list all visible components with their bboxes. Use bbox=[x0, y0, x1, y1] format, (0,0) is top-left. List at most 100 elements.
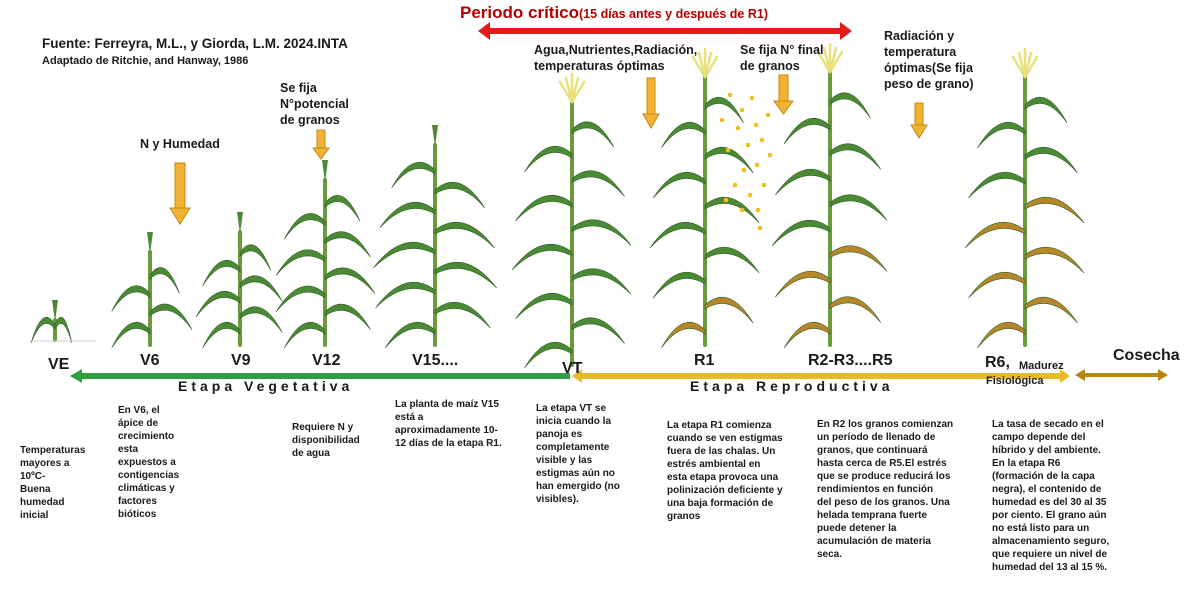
desc-line: inicial bbox=[20, 510, 49, 521]
pollen-dot bbox=[739, 207, 745, 213]
pollen-dot bbox=[747, 192, 753, 198]
plant-vt-leaf bbox=[524, 341, 573, 369]
plant-r6-tassel bbox=[1023, 55, 1039, 79]
plant-v9-whorl bbox=[237, 212, 243, 234]
desc-line: panoja es bbox=[536, 429, 583, 440]
desc-line: Requiere N y bbox=[292, 422, 354, 433]
desc-line: inicia cuando la bbox=[536, 416, 612, 427]
plant-vt-leaf bbox=[571, 268, 632, 295]
desc-line: Temperaturas bbox=[20, 445, 86, 456]
desc-line: polinización deficiente y bbox=[667, 485, 783, 496]
plant-r6-leaf bbox=[1024, 196, 1085, 224]
annotation-radiacion: Radiación y temperatura óptimas(Se fija … bbox=[884, 28, 974, 92]
plant-group bbox=[30, 42, 1085, 369]
stage-v6: V6 bbox=[140, 352, 160, 369]
annotation-se-fija-final: Se fija N° final de granos bbox=[740, 42, 824, 74]
desc-line: expuestos a bbox=[118, 457, 176, 468]
plant-r1-leaf bbox=[661, 121, 706, 149]
desc-line: En V6, el bbox=[118, 405, 160, 416]
desc-line: no está listo para un bbox=[992, 523, 1090, 534]
annotation-agua: Agua,Nutrientes,Radiación, temperaturas … bbox=[534, 42, 697, 74]
arrow-se-fija-final bbox=[773, 74, 794, 115]
pollen-dot bbox=[741, 167, 747, 173]
plant-r2-r5-leaf bbox=[829, 143, 882, 170]
desc-line: estigmas aún no bbox=[536, 468, 615, 479]
annotation-line: de granos bbox=[280, 113, 340, 127]
plant-v6-leaf bbox=[149, 267, 180, 294]
source-citation: Fuente: Ferreyra, M.L., y Giorda, L.M. 2… bbox=[42, 36, 348, 51]
stage-r1: R1 bbox=[694, 352, 715, 369]
stage-v9: V9 bbox=[231, 352, 251, 369]
arrow-n-humedad bbox=[169, 162, 191, 225]
annotation-line: Radiación y bbox=[884, 29, 955, 43]
plant-r1-leaf bbox=[652, 271, 706, 299]
desc-line: humedad bbox=[20, 497, 65, 508]
desc-line: La tasa de secado en el bbox=[992, 419, 1104, 430]
stage-v12: V12 bbox=[312, 352, 341, 369]
plant-r2-r5-leaf bbox=[775, 270, 831, 298]
arrow-radiacion bbox=[910, 102, 928, 139]
desc-line: granos, que continuará bbox=[817, 445, 928, 456]
plant-v12-leaf bbox=[275, 249, 326, 276]
cosecha-arrow bbox=[1075, 369, 1168, 381]
arrow-agua bbox=[642, 77, 660, 130]
plant-v15-leaf bbox=[391, 161, 436, 189]
plant-r6-leaf bbox=[1024, 96, 1068, 124]
plant-r1-leaf bbox=[652, 171, 706, 199]
annotation-potencial: Se fija N°potencial de granos bbox=[280, 80, 349, 128]
desc-line: disponibilidad bbox=[292, 435, 360, 446]
plant-vt-leaf bbox=[515, 292, 573, 320]
plant-ve-whorl bbox=[52, 300, 58, 322]
plant-v12-leaf bbox=[324, 303, 371, 331]
reproductiva-arrow bbox=[572, 369, 1070, 383]
plant-r2-r5-leaf bbox=[829, 245, 888, 272]
desc-line: seca. bbox=[817, 549, 843, 560]
plant-v6-leaf bbox=[111, 321, 151, 349]
pollen-dot bbox=[735, 125, 741, 131]
desc-line: por ciento. El grano aún bbox=[992, 510, 1107, 521]
desc-line: En la etapa R6 bbox=[992, 458, 1061, 469]
plant-v15-leaf bbox=[434, 221, 495, 249]
pollen-dot bbox=[755, 207, 761, 213]
desc-line: hasta cerca de R5.El estrés bbox=[817, 458, 947, 469]
desc-line: han emergido (no bbox=[536, 481, 620, 492]
stage-r6-line: Madurez bbox=[1019, 360, 1064, 372]
plant-v9-leaf bbox=[202, 259, 241, 287]
stage-v15: V15.... bbox=[412, 352, 459, 369]
critical-period-arrow bbox=[478, 22, 852, 40]
plant-r2-r5-leaf bbox=[829, 92, 871, 119]
pollen-dot bbox=[749, 95, 755, 101]
pollen-dot bbox=[765, 112, 771, 118]
annotation-line: temperatura bbox=[884, 45, 957, 59]
plant-v9-leaf bbox=[239, 244, 272, 271]
annotation-line: Se fija bbox=[280, 81, 317, 95]
annotation-n-humedad: N y Humedad bbox=[140, 137, 220, 151]
plant-v9-leaf bbox=[239, 275, 283, 302]
desc-line: rendimientos en función bbox=[817, 484, 934, 495]
desc-line: un período de llenado de bbox=[817, 432, 936, 443]
desc-line: esta bbox=[118, 444, 139, 455]
plant-v15-leaf bbox=[434, 181, 486, 209]
desc-line: visibles). bbox=[536, 494, 579, 505]
plant-r2-r5-leaf bbox=[829, 296, 882, 323]
desc-line: aproximadamente 10- bbox=[395, 425, 498, 436]
plant-r6-leaf bbox=[977, 121, 1026, 149]
desc-line: humedad del 13 al 15 %. bbox=[992, 562, 1108, 573]
critical-period-subtitle: (15 días antes y después de R1) bbox=[579, 7, 768, 21]
desc-line: negra), el contenido de bbox=[992, 484, 1102, 495]
description-v15: La planta de maíz V15 está a aproximadam… bbox=[395, 398, 502, 450]
desc-line: 12 días de la etapa R1. bbox=[395, 438, 502, 449]
description-r1: La etapa R1 comienza cuando se ven estig… bbox=[667, 419, 783, 523]
plant-r2-r5-tassel bbox=[828, 50, 844, 74]
description-v6: En V6, el ápice de crecimiento esta expu… bbox=[118, 404, 179, 521]
annotation-line: temperaturas óptimas bbox=[534, 59, 665, 73]
source-adaptation: Adaptado de Ritchie, and Hanway, 1986 bbox=[42, 55, 249, 67]
vegetativa-arrow bbox=[70, 369, 570, 383]
desc-line: cuando se ven estigmas bbox=[667, 433, 783, 444]
desc-line: En R2 los granos comienzan bbox=[817, 419, 954, 430]
stage-ve: VE bbox=[48, 356, 70, 373]
desc-line: que requiere un nivel de bbox=[992, 549, 1108, 560]
desc-line: acumulación de materia bbox=[817, 536, 931, 547]
critical-period-label: Periodo crítico bbox=[460, 3, 580, 22]
